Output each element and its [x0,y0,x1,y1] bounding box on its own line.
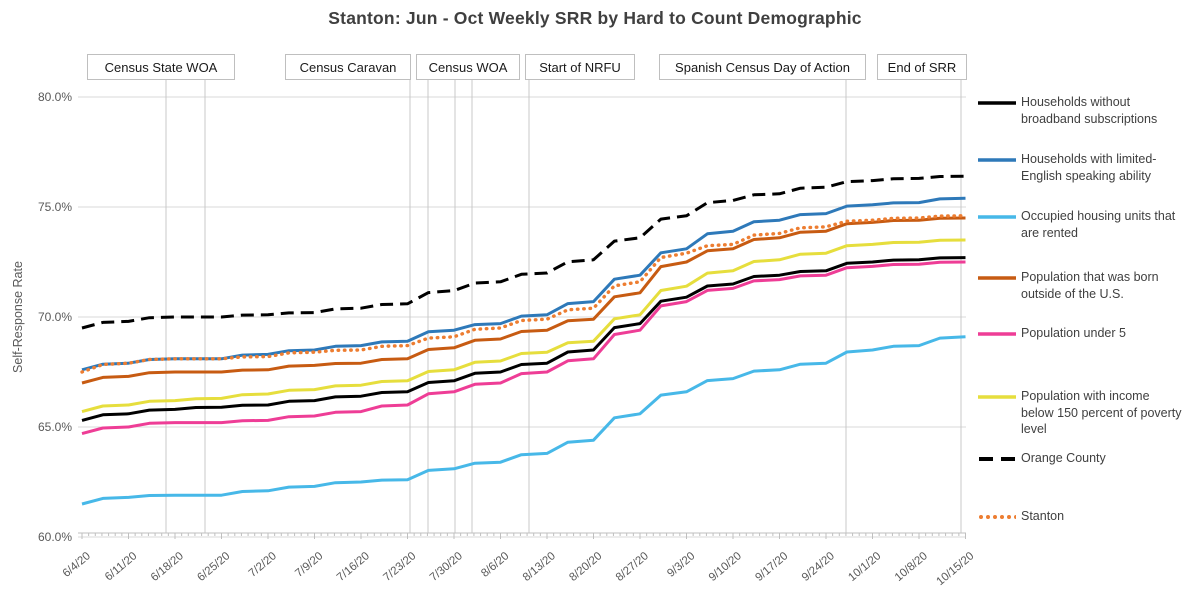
annotation-census-caravan: Census Caravan [285,54,411,80]
x-tick-label: 9/3/20 [665,550,697,580]
legend-item: Orange County [978,450,1106,467]
x-tick-label: 10/8/20 [893,550,930,584]
annotation-label: Census Caravan [299,59,397,75]
legend-swatch-icon [978,158,1016,162]
legend-label: Households without broadband subscriptio… [1021,95,1158,126]
x-tick-label: 8/20/20 [567,550,604,584]
series-line-3 [81,216,966,385]
legend-swatch-icon [978,215,1016,219]
annotation-start-of-nrfu: Start of NRFU [525,54,635,80]
series-line-6 [81,174,966,330]
series-line-1 [81,196,966,372]
annotation-census-woa: Census WOA [416,54,520,80]
x-tick-label: 7/9/20 [293,550,325,580]
annotation-census-state-woa: Census State WOA [87,54,235,80]
y-tick-label: 80.0% [38,90,72,104]
y-tick-label: 70.0% [38,310,72,324]
legend-label: Population with income below 150 percent… [1021,389,1182,436]
legend-swatch-icon [978,395,1016,399]
legend-item: Population under 5 [978,325,1126,342]
legend-swatch-icon [978,101,1016,105]
legend-swatch-icon [979,515,1016,519]
x-tick-label: 6/25/20 [195,550,232,584]
series-line-5 [81,238,966,414]
x-tick-label: 7/16/20 [335,550,372,584]
legend-item: Occupied housing units that are rented [978,208,1183,241]
series-line-4 [81,260,966,436]
legend-swatch-icon [979,457,1015,461]
legend-item: Stanton [978,508,1064,525]
series-line-7 [80,214,968,374]
legend-item: Population with income below 150 percent… [978,388,1183,438]
legend-label: Stanton [1021,509,1065,523]
y-axis-title: Self-Response Rate [11,261,25,373]
chart-title: Stanton: Jun - Oct Weekly SRR by Hard to… [328,8,862,28]
annotation-label: Start of NRFU [539,59,621,75]
annotation-label: Census State WOA [104,59,218,75]
x-tick-label: 9/10/20 [707,550,744,584]
legend-label: Population that was born outside of the … [1021,270,1159,301]
chart-legend: Households without broadband subscriptio… [978,0,1188,595]
legend-item: Households without broadband subscriptio… [978,94,1183,127]
x-tick-label: 6/4/20 [61,550,93,580]
y-tick-label: 60.0% [38,530,72,544]
series-line-2 [81,335,966,506]
y-tick-label: 65.0% [38,420,72,434]
legend-label: Orange County [1021,451,1106,465]
x-tick-label: 10/1/20 [846,550,883,584]
x-tick-label: 7/30/20 [428,550,465,584]
x-tick-label: 8/13/20 [521,550,558,584]
legend-swatch-icon [978,276,1016,280]
x-tick-label: 10/15/20 [934,550,976,588]
annotation-spanish-census-day: Spanish Census Day of Action [659,54,866,80]
x-tick-label: 8/27/20 [614,550,651,584]
annotation-label: End of SRR [887,59,957,75]
x-tick-label: 9/24/20 [800,550,837,584]
y-tick-label: 75.0% [38,200,72,214]
annotation-label: Spanish Census Day of Action [675,59,850,75]
x-tick-label: 6/18/20 [149,550,186,584]
legend-label: Occupied housing units that are rented [1021,209,1176,240]
annotation-end-of-srr: End of SRR [877,54,967,80]
x-tick-label: 7/2/20 [247,550,279,580]
annotation-label: Census WOA [428,59,508,75]
x-tick-label: 7/23/20 [381,550,418,584]
x-tick-label: 9/17/20 [753,550,790,584]
legend-item: Population that was born outside of the … [978,269,1183,302]
x-tick-label: 6/11/20 [103,550,139,583]
x-tick-label: 8/6/20 [479,550,511,580]
legend-item: Households with limited-English speaking… [978,151,1183,184]
series-line-0 [81,256,966,422]
legend-label: Households with limited-English speaking… [1021,152,1157,183]
legend-label: Population under 5 [1021,326,1126,340]
legend-swatch-icon [978,332,1016,336]
